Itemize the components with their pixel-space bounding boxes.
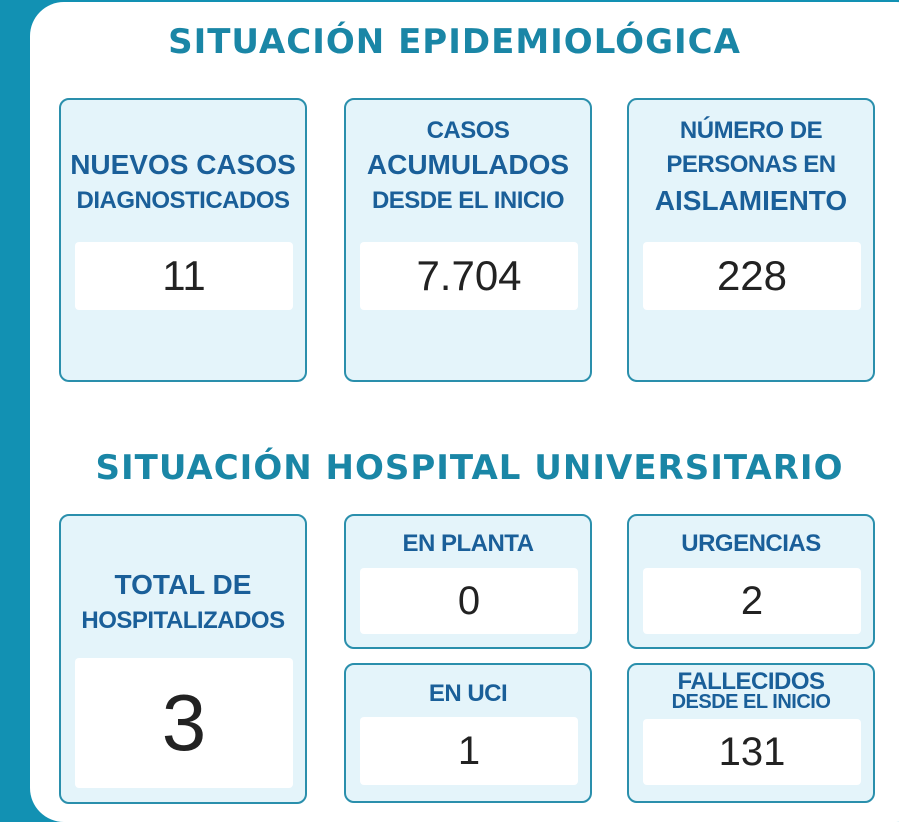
isolation-label-line1: NÚMERO DE bbox=[679, 117, 823, 144]
fallecidos-card: FALLECIDOS DESDE EL INICIO 131 bbox=[627, 663, 875, 803]
new-cases-label-line1: NUEVOS CASOS bbox=[70, 149, 296, 180]
urgencias-card: URGENCIAS 2 bbox=[627, 514, 875, 649]
isolation-value: 228 bbox=[643, 242, 861, 310]
new-cases-label-line2: DIAGNOSTICADOS bbox=[76, 187, 290, 214]
cumulative-cases-card: CASOS ACUMULADOS DESDE EL INICIO 7.704 bbox=[344, 98, 592, 382]
fallecidos-value: 131 bbox=[643, 719, 861, 785]
urgencias-value: 2 bbox=[643, 568, 861, 634]
hospital-section-title: SITUACIÓN HOSPITAL UNIVERSITARIO bbox=[95, 448, 844, 488]
total-hospitalized-card: TOTAL DE HOSPITALIZADOS 3 bbox=[59, 514, 307, 804]
fallecidos-label-line2: DESDE EL INICIO bbox=[671, 691, 831, 713]
isolation-card: NÚMERO DE PERSONAS EN AISLAMIENTO 228 bbox=[627, 98, 875, 382]
total-label-line2: HOSPITALIZADOS bbox=[81, 607, 285, 634]
isolation-label-line2: PERSONAS EN bbox=[666, 151, 836, 178]
en-planta-card: EN PLANTA 0 bbox=[344, 514, 592, 649]
epidemiologic-section-title: SITUACIÓN EPIDEMIOLÓGICA bbox=[168, 22, 741, 62]
fallecidos-label-line1: FALLECIDOS bbox=[677, 668, 825, 695]
cumulative-label-line2: ACUMULADOS bbox=[366, 149, 570, 180]
en-planta-label: EN PLANTA bbox=[402, 530, 534, 557]
cumulative-label-line1: CASOS bbox=[426, 117, 510, 144]
new-cases-value: 11 bbox=[75, 242, 293, 310]
total-label-line1: TOTAL DE bbox=[114, 569, 252, 600]
cumulative-cases-value: 7.704 bbox=[360, 242, 578, 310]
new-cases-card: NUEVOS CASOS DIAGNOSTICADOS 11 bbox=[59, 98, 307, 382]
urgencias-label: URGENCIAS bbox=[681, 530, 821, 557]
en-uci-card: EN UCI 1 bbox=[344, 663, 592, 803]
en-uci-value: 1 bbox=[360, 717, 578, 785]
cumulative-label-line3: DESDE EL INICIO bbox=[371, 187, 565, 214]
en-planta-value: 0 bbox=[360, 568, 578, 634]
isolation-label-line3: AISLAMIENTO bbox=[654, 185, 848, 216]
en-uci-label: EN UCI bbox=[428, 680, 508, 707]
total-hospitalized-value: 3 bbox=[75, 658, 293, 788]
